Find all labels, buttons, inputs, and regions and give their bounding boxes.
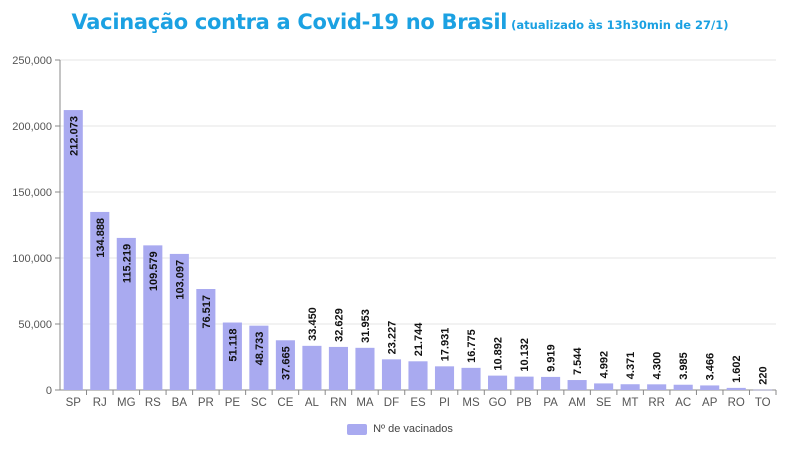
x-tick-label: AL [305, 397, 320, 409]
y-tick-label: 200,000 [12, 121, 52, 133]
chart-title-main: Vacinação contra a Covid-19 no Brasil [71, 10, 508, 34]
bar-rj[interactable] [90, 211, 110, 390]
bar-value-label: 220 [758, 366, 770, 384]
bar-es[interactable] [408, 361, 428, 390]
bar-df[interactable] [381, 359, 402, 390]
x-tick-label: RJ [93, 397, 107, 409]
bar-ro[interactable] [726, 387, 746, 390]
bar-value-label: 1.602 [731, 355, 743, 383]
bar-value-label: 21.744 [413, 322, 425, 357]
x-tick-label: TO [755, 397, 771, 409]
y-tick-label: 50,000 [18, 319, 52, 331]
bar-value-label: 76.517 [201, 295, 213, 329]
x-tick-label: MT [622, 397, 639, 409]
x-tick-label: CE [277, 397, 293, 409]
x-tick-label: MG [117, 397, 136, 409]
legend[interactable]: Nº de vacinados [0, 423, 800, 435]
x-tick-label: SP [66, 397, 82, 409]
bar-mt[interactable] [620, 384, 640, 390]
chart-title: Vacinação contra a Covid-19 no Brasil (at… [0, 10, 800, 34]
bar-value-label: 103.097 [174, 260, 186, 300]
bar-pb[interactable] [514, 376, 534, 390]
bar-al[interactable] [302, 345, 322, 390]
bar-value-label: 115.219 [121, 244, 133, 283]
bar-value-label: 31.953 [360, 309, 372, 343]
x-tick-label: SC [251, 397, 267, 409]
bar-sc[interactable] [249, 325, 269, 390]
bar-value-label: 4.300 [652, 352, 664, 380]
bar-rr[interactable] [647, 384, 667, 390]
bar-ce[interactable] [275, 340, 295, 390]
bar-rs[interactable] [143, 245, 163, 390]
x-tick-label: PI [439, 397, 450, 409]
x-tick-label: MS [462, 397, 480, 409]
legend-swatch [347, 423, 368, 435]
x-tick-label: PB [516, 397, 532, 409]
x-tick-label: BA [172, 397, 188, 409]
y-tick-label: 100,000 [12, 253, 52, 265]
x-tick-label: RS [145, 397, 161, 409]
bar-am[interactable] [567, 380, 587, 390]
bar-value-label: 9.919 [546, 344, 558, 372]
bar-rn[interactable] [328, 346, 348, 390]
bar-pa[interactable] [541, 376, 561, 390]
x-tick-label: PR [198, 397, 214, 409]
bar-ma[interactable] [355, 347, 375, 390]
bar-value-label: 4.371 [625, 352, 637, 380]
bar-ap[interactable] [700, 385, 720, 390]
bar-value-label: 10.892 [493, 337, 505, 371]
bar-pi[interactable] [434, 366, 455, 390]
x-tick-label: PA [543, 397, 558, 409]
bar-go[interactable] [488, 375, 508, 390]
bar-pr[interactable] [196, 288, 216, 390]
x-tick-label: RO [728, 397, 745, 409]
bar-value-label: 16.775 [466, 329, 478, 363]
bar-ms[interactable] [461, 367, 481, 390]
bar-value-label: 3.985 [678, 352, 690, 380]
x-tick-label: AP [702, 397, 718, 409]
bar-value-label: 109.579 [148, 251, 160, 291]
bar-value-label: 7.544 [572, 347, 584, 375]
bar-value-label: 33.450 [307, 307, 319, 341]
x-tick-label: ES [410, 397, 426, 409]
bar-value-label: 134.888 [95, 218, 107, 258]
x-tick-label: RN [330, 397, 347, 409]
bar-pe[interactable] [222, 322, 242, 390]
x-tick-label: SE [596, 397, 612, 409]
bar-value-label: 212.073 [68, 116, 80, 156]
y-tick-label: 150,000 [12, 187, 52, 199]
bar-mg[interactable] [116, 237, 136, 390]
bar-value-label: 48.733 [254, 332, 266, 366]
bar-to[interactable] [753, 389, 773, 391]
x-tick-label: GO [489, 397, 507, 409]
y-tick-label: 0 [46, 385, 52, 397]
y-tick-label: 250,000 [12, 55, 52, 67]
x-tick-label: RR [648, 397, 665, 409]
bar-ac[interactable] [673, 384, 693, 390]
bar-value-label: 17.931 [440, 328, 452, 362]
bar-sp[interactable] [63, 110, 83, 391]
bar-se[interactable] [594, 383, 614, 390]
x-tick-label: DF [384, 397, 399, 409]
bar-value-label: 23.227 [386, 321, 398, 355]
x-tick-label: AM [568, 397, 585, 409]
bar-value-label: 32.629 [333, 308, 345, 342]
x-tick-label: PE [225, 397, 241, 409]
bar-value-label: 37.665 [280, 346, 292, 380]
legend-label: Nº de vacinados [373, 423, 453, 435]
bar-value-label: 10.132 [519, 338, 531, 372]
bar-value-label: 4.992 [599, 351, 611, 379]
x-tick-label: MA [356, 397, 374, 409]
bar-value-label: 3.466 [705, 353, 717, 381]
bar-ba[interactable] [169, 253, 189, 390]
x-tick-label: AC [675, 397, 691, 409]
chart-title-update-note: (atualizado às 13h30min de 27/1) [511, 18, 729, 32]
bar-value-label: 51.118 [227, 329, 239, 362]
